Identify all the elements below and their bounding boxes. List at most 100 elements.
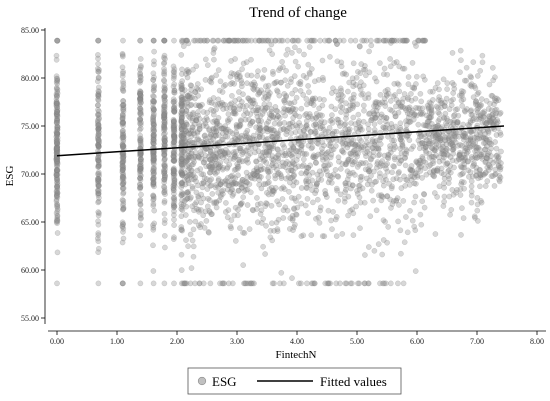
- scatter-point: [120, 134, 126, 141]
- scatter-point: [95, 238, 102, 245]
- scatter-point: [120, 131, 126, 138]
- scatter-point: [170, 170, 177, 177]
- scatter-point: [291, 172, 297, 178]
- scatter-point: [171, 203, 178, 210]
- scatter-point: [150, 150, 156, 157]
- scatter-point: [137, 161, 144, 168]
- scatter-point: [427, 88, 434, 95]
- scatter-point: [120, 143, 127, 149]
- scatter-point: [171, 150, 177, 157]
- scatter-point: [330, 208, 336, 215]
- scatter-point: [197, 166, 204, 172]
- x-tick-label: 4.00: [290, 337, 304, 346]
- scatter-point: [296, 113, 303, 120]
- scatter-point: [54, 201, 60, 207]
- scatter-point: [53, 148, 60, 155]
- scatter-point: [477, 67, 484, 74]
- scatter-point: [95, 175, 101, 182]
- scatter-point: [95, 177, 102, 184]
- scatter-point: [378, 192, 385, 198]
- scatter-point: [296, 280, 302, 287]
- scatter-point: [54, 184, 60, 191]
- scatter-point: [96, 176, 102, 183]
- scatter-point: [303, 151, 310, 157]
- scatter-point: [96, 139, 102, 146]
- scatter-point: [481, 108, 488, 115]
- scatter-point: [393, 175, 400, 182]
- scatter-point: [120, 142, 126, 149]
- scatter-point: [314, 196, 321, 203]
- scatter-point: [347, 207, 353, 214]
- scatter-point: [183, 237, 189, 243]
- scatter-point: [386, 180, 392, 187]
- scatter-point: [268, 220, 275, 227]
- scatter-point: [322, 37, 328, 44]
- scatter-point: [119, 85, 126, 92]
- scatter-point: [120, 158, 126, 165]
- scatter-point: [161, 162, 168, 169]
- scatter-point: [406, 181, 413, 188]
- scatter-point: [54, 130, 61, 137]
- scatter-point: [468, 178, 475, 185]
- scatter-point: [313, 153, 319, 159]
- scatter-point: [215, 161, 222, 168]
- scatter-point: [53, 217, 60, 224]
- scatter-point: [438, 145, 444, 152]
- scatter-point: [54, 37, 61, 44]
- scatter-point: [137, 168, 144, 174]
- scatter-point: [137, 73, 144, 80]
- scatter-point: [54, 126, 61, 133]
- scatter-point: [120, 190, 126, 197]
- scatter-point: [190, 253, 197, 260]
- scatter-point: [184, 189, 190, 196]
- scatter-point: [179, 78, 186, 84]
- scatter-point: [260, 74, 267, 81]
- scatter-point: [53, 160, 60, 167]
- scatter-point: [208, 182, 215, 189]
- scatter-point: [53, 84, 60, 91]
- scatter-point: [215, 177, 222, 184]
- scatter-point: [137, 77, 144, 84]
- scatter-point: [151, 106, 157, 113]
- scatter-point: [54, 108, 60, 115]
- scatter-point: [265, 37, 271, 44]
- scatter-point: [54, 76, 61, 82]
- scatter-point: [211, 45, 218, 51]
- scatter-point: [289, 90, 295, 97]
- scatter-point: [171, 202, 177, 208]
- scatter-point: [311, 78, 318, 85]
- scatter-point: [95, 178, 102, 185]
- scatter-point: [316, 105, 322, 112]
- scatter-point: [274, 88, 281, 95]
- scatter-point: [269, 51, 276, 57]
- scatter-point: [54, 147, 60, 153]
- scatter-point: [137, 95, 144, 101]
- scatter-point: [201, 224, 208, 231]
- scatter-point: [289, 106, 296, 112]
- scatter-point: [161, 122, 167, 129]
- scatter-point: [95, 143, 102, 150]
- scatter-point: [296, 80, 302, 87]
- scatter-point: [120, 205, 127, 212]
- scatter-point: [206, 177, 213, 184]
- scatter-point: [150, 222, 156, 229]
- scatter-point: [286, 226, 293, 232]
- scatter-point: [119, 176, 126, 183]
- scatter-point: [467, 73, 474, 80]
- scatter-point: [161, 59, 168, 66]
- scatter-point: [161, 168, 168, 175]
- scatter-point: [458, 57, 464, 64]
- scatter-point: [343, 115, 349, 122]
- scatter-point: [119, 64, 126, 71]
- scatter-point: [161, 112, 168, 119]
- scatter-point: [54, 213, 61, 220]
- scatter-point: [377, 118, 383, 125]
- scatter-point: [54, 126, 61, 133]
- scatter-point: [150, 165, 157, 172]
- scatter-point: [364, 148, 370, 155]
- scatter-point: [161, 37, 168, 44]
- scatter-point: [138, 165, 144, 172]
- scatter-point: [53, 136, 60, 143]
- scatter-point: [202, 56, 209, 63]
- scatter-point: [335, 95, 341, 102]
